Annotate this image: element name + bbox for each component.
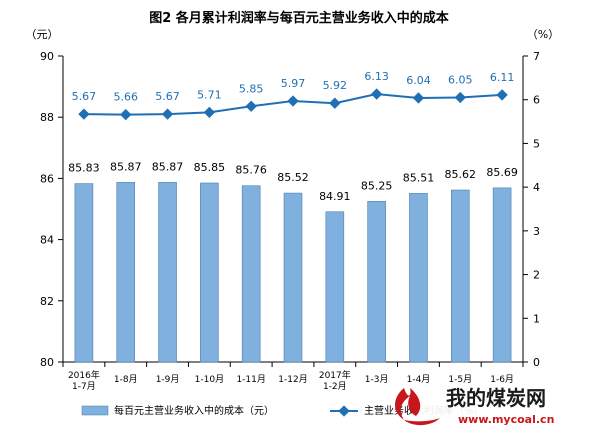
- left-tick-label: 84: [40, 234, 54, 247]
- line-point: [78, 108, 90, 120]
- left-tick-label: 80: [40, 356, 54, 369]
- line-value-label: 5.66: [113, 91, 138, 104]
- chart-title: 图2 各月累计利润率与每百元主营业务收入中的成本: [149, 10, 449, 26]
- line-value-label: 5.67: [72, 90, 97, 103]
- bar-value-label: 85.69: [486, 166, 518, 179]
- line-point: [454, 91, 466, 104]
- right-tick-label: 6: [533, 94, 540, 107]
- bar: [367, 201, 386, 363]
- category-label: 1-9月: [156, 374, 180, 385]
- line-point: [161, 108, 174, 120]
- category-label: 1-8月: [114, 374, 138, 385]
- line-value-label: 6.13: [364, 70, 389, 83]
- right-tick-label: 3: [533, 225, 540, 238]
- line-point: [245, 100, 257, 112]
- right-tick-label: 5: [533, 137, 540, 150]
- line-value-label: 5.67: [155, 90, 180, 103]
- line-value-label: 5.85: [239, 82, 264, 95]
- bar: [74, 183, 94, 363]
- category-label: 1-6月: [490, 374, 514, 385]
- right-axis-unit: （%）: [527, 28, 559, 41]
- category-label: 1-7月: [72, 381, 96, 392]
- left-tick-label: 90: [40, 50, 54, 63]
- line-value-label: 6.05: [448, 74, 473, 87]
- legend-bar-swatch: [81, 405, 109, 416]
- bar-value-label: 85.87: [152, 160, 184, 173]
- line-point: [120, 108, 132, 121]
- bar-value-label: 85.51: [403, 171, 435, 184]
- category-label: 1-5月: [448, 374, 472, 385]
- line-value-label: 5.97: [281, 77, 306, 90]
- line-point: [329, 97, 341, 109]
- bar-value-label: 85.83: [68, 162, 100, 175]
- legend-line-marker: [338, 405, 350, 417]
- bar-value-label: 85.25: [361, 179, 393, 192]
- category-label: 1-3月: [365, 374, 389, 385]
- bar: [158, 182, 177, 363]
- bar: [200, 182, 219, 363]
- bar-labels: 85.83 85.87 85.87 85.85 85.76 85.52 84.91 85.25…: [68, 160, 518, 202]
- watermark-name: 我的煤炭网: [446, 386, 546, 410]
- line-point: [203, 106, 216, 119]
- line-point: [412, 92, 425, 104]
- line-value-label: 6.11: [490, 71, 515, 84]
- category-label: 1-10月: [195, 374, 224, 385]
- line-point: [496, 89, 508, 101]
- category-label: 1-4月: [407, 374, 431, 385]
- watermark-bg: [412, 386, 598, 429]
- line-point: [370, 88, 383, 100]
- line-point: [287, 95, 299, 107]
- line-value-label: 6.04: [406, 74, 431, 87]
- bar: [241, 185, 261, 363]
- bar-value-label: 85.76: [235, 164, 267, 177]
- line-labels: 5.67 5.66 5.67 5.71 5.85 5.97 5.92 6.13 6.04 6.05…: [72, 70, 515, 104]
- line-series: [78, 88, 508, 121]
- bar-value-label: 85.52: [277, 171, 309, 184]
- bar-value-label: 84.91: [319, 190, 351, 203]
- left-axis-unit: （元）: [26, 28, 59, 41]
- bar-value-label: 85.87: [110, 160, 142, 173]
- right-tick-label: 0: [533, 356, 540, 369]
- watermark-url: www.mycoal.cn: [458, 413, 554, 426]
- category-label: 2016年: [68, 369, 100, 381]
- bar: [283, 192, 303, 363]
- bar: [450, 189, 470, 363]
- category-label: 1-11月: [236, 374, 265, 385]
- bar: [116, 182, 136, 363]
- right-tick-label: 2: [533, 269, 540, 282]
- bar-value-label: 85.85: [194, 161, 226, 174]
- category-label: 1-12月: [278, 374, 307, 385]
- bar-series: [74, 182, 512, 363]
- watermark-logo-icon: [395, 388, 440, 426]
- left-tick-label: 82: [40, 295, 54, 308]
- category-label: 2017年: [319, 369, 351, 381]
- right-tick-label: 7: [533, 50, 540, 63]
- line-value-label: 5.92: [323, 79, 348, 92]
- bar: [325, 211, 345, 363]
- axes: 80 82 84 86 88 90 0 1 2 3 4 5 6 7: [40, 50, 540, 369]
- left-tick-label: 88: [40, 111, 54, 124]
- watermark: 我的煤炭网 www.mycoal.cn: [395, 386, 598, 429]
- right-tick-label: 1: [533, 312, 540, 325]
- line-value-label: 5.71: [197, 88, 222, 101]
- left-tick-label: 86: [40, 172, 54, 185]
- bar: [492, 187, 512, 363]
- bar-value-label: 85.62: [445, 168, 477, 181]
- right-tick-label: 4: [533, 181, 540, 194]
- bar: [409, 193, 428, 363]
- category-label: 1-2月: [323, 381, 347, 392]
- legend-bar-label: 每百元主营业务收入中的成本（元）: [114, 404, 274, 417]
